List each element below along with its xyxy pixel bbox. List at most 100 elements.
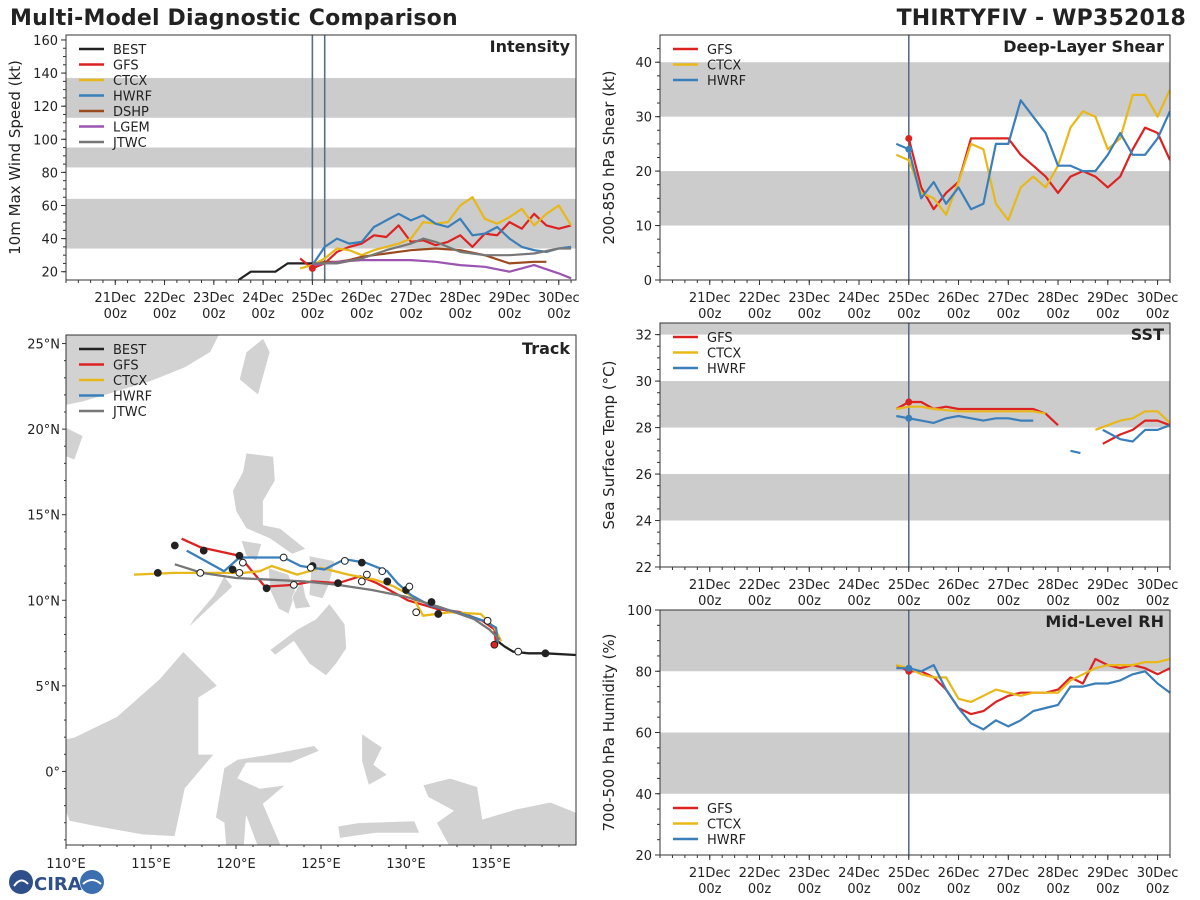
sst-ytick-label: 24 — [635, 515, 652, 530]
storm-id: THIRTYFIV - WP352018 — [896, 6, 1186, 31]
land-sulawesi — [215, 745, 320, 845]
intensity-xtick-day: 21Dec — [94, 291, 136, 306]
sst-ytick-label: 28 — [635, 422, 652, 437]
shear-xtick-day: 21Dec — [689, 291, 731, 306]
shear-xtick-hour: 00z — [1146, 307, 1170, 322]
track-position-marker — [427, 598, 436, 606]
intensity-xtick-day: 26Dec — [341, 291, 383, 306]
sst-band — [660, 323, 1170, 335]
intensity-gfs-analysis-point — [308, 264, 316, 272]
track-position-marker — [405, 582, 414, 591]
intensity-series-hwrf — [311, 212, 572, 266]
intensity-legend-label-jtwc: JTWC — [112, 136, 147, 151]
sst-band — [660, 381, 1170, 428]
sst-panel-title: SST — [1131, 325, 1164, 344]
shear-xtick-day: 30Dec — [1137, 291, 1179, 306]
intensity-ytick-label: 120 — [33, 100, 58, 115]
intensity-legend-label-ctcx: CTCX — [113, 74, 147, 89]
rh-series-ctcx — [896, 657, 1170, 704]
land-taiwan — [239, 337, 271, 396]
sst-ytick-label: 26 — [635, 468, 652, 483]
sst-xtick-hour: 00z — [997, 594, 1021, 609]
sst-xtick-day: 27Dec — [987, 578, 1029, 593]
shear-xtick-day: 27Dec — [987, 291, 1029, 306]
land-cebu-bohol — [291, 578, 312, 610]
rh-ytick-label: 20 — [635, 849, 652, 864]
rh-hwrf-analysis-point — [905, 664, 913, 672]
shear-xtick-day: 24Dec — [838, 291, 880, 306]
track-legend-label-hwrf: HWRF — [113, 390, 152, 405]
track-position-marker — [153, 568, 162, 577]
rh-xtick-hour: 00z — [798, 882, 822, 897]
rh-ytick-label: 80 — [635, 665, 652, 680]
shear-ytick-label: 40 — [635, 56, 652, 71]
sst-xtick-day: 28Dec — [1037, 578, 1079, 593]
shear-xtick-day: 25Dec — [888, 291, 930, 306]
rh-xtick-day: 30Dec — [1137, 866, 1179, 881]
land-china-coast — [66, 335, 220, 406]
rh-xtick-hour: 00z — [847, 882, 871, 897]
track-position-marker — [378, 567, 387, 576]
track-legend-label-gfs: GFS — [113, 359, 139, 374]
rh-xtick-day: 29Dec — [1087, 866, 1129, 881]
rh-xtick-day: 25Dec — [888, 866, 930, 881]
rh-xtick-day: 22Dec — [739, 866, 781, 881]
sst-xtick-hour: 00z — [897, 594, 921, 609]
rh-xtick-hour: 00z — [1096, 882, 1120, 897]
globe-icon — [9, 870, 33, 894]
land-borneo — [66, 651, 218, 837]
land-mindoro — [240, 540, 262, 562]
land-halmahera — [361, 733, 388, 786]
land-palawan — [188, 575, 234, 628]
intensity-panel-title: Intensity — [490, 37, 571, 56]
intensity-xtick-hour: 00z — [153, 307, 177, 322]
rh-xtick-hour: 00z — [897, 882, 921, 897]
track-xtick-label: 110°E — [46, 857, 86, 872]
land-seram-buru — [337, 820, 421, 839]
track-ytick-label: 15°N — [27, 509, 60, 524]
sst-xtick-hour: 00z — [1096, 594, 1120, 609]
rh-legend-label-gfs: GFS — [707, 802, 733, 817]
rh-panel-title: Mid-Level RH — [1045, 612, 1164, 631]
shear-xtick-day: 29Dec — [1087, 291, 1129, 306]
shear-xtick-hour: 00z — [698, 307, 722, 322]
intensity-xtick-hour: 00z — [251, 307, 275, 322]
rh-ylabel: 700-500 hPa Humidity (%) — [600, 633, 618, 831]
land-hainan — [66, 427, 84, 461]
sst-ylabel: Sea Surface Temp (°C) — [600, 360, 618, 529]
track-position-marker — [434, 610, 443, 618]
intensity-xtick-hour: 00z — [104, 307, 128, 322]
intensity-legend-label-best: BEST — [113, 43, 146, 58]
sst-xtick-day: 26Dec — [938, 578, 980, 593]
shear-xtick-day: 26Dec — [938, 291, 980, 306]
track-position-marker — [289, 580, 298, 589]
sst-ytick-label: 32 — [635, 329, 652, 344]
track-map — [66, 335, 576, 845]
rh-xtick-day: 28Dec — [1037, 866, 1079, 881]
intensity-xtick-day: 28Dec — [439, 291, 481, 306]
track-position-marker — [412, 608, 421, 617]
sst-series-hwrf — [896, 414, 1034, 424]
shear-ytick-label: 20 — [635, 165, 652, 180]
rh-ytick-label: 100 — [627, 604, 652, 619]
track-legend-label-ctcx: CTCX — [113, 374, 147, 389]
track-position-marker — [541, 649, 550, 658]
track-ytick-label: 25°N — [27, 338, 60, 353]
shear-ytick-label: 0 — [644, 274, 652, 289]
shear-hwrf-analysis-point — [905, 145, 913, 153]
track-position-marker — [483, 616, 492, 625]
track-position-marker — [334, 579, 342, 588]
intensity-xtick-day: 29Dec — [489, 291, 531, 306]
track-position-marker — [306, 563, 315, 572]
intensity-xtick-hour: 00z — [498, 307, 522, 322]
intensity-xtick-hour: 00z — [202, 307, 226, 322]
track-position-marker — [170, 541, 179, 550]
agency-seal-icon — [80, 870, 104, 894]
intensity-xtick-hour: 00z — [399, 307, 423, 322]
track-position-marker — [357, 558, 366, 567]
track-jtwc — [174, 563, 501, 641]
rh-legend-label-hwrf: HWRF — [707, 833, 746, 848]
track-position-marker — [262, 584, 271, 593]
sst-series-gfs — [1102, 419, 1170, 445]
intensity-xtick-day: 23Dec — [193, 291, 235, 306]
